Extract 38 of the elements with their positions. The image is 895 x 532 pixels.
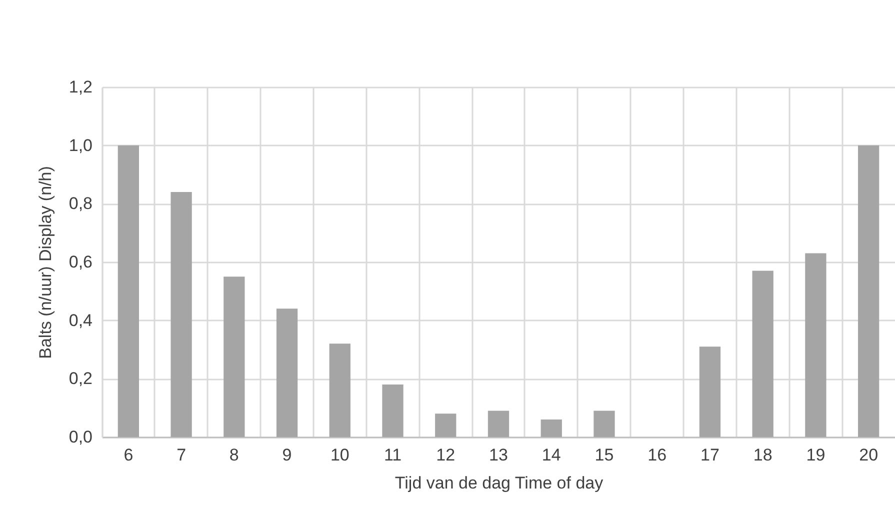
bar <box>858 145 880 437</box>
y-tick-label: 0,2 <box>68 369 92 388</box>
x-tick-label: 16 <box>648 446 667 464</box>
y-tick-label: 0,6 <box>68 252 92 272</box>
y-tick-label: 0,0 <box>68 428 92 446</box>
x-tick-label: 6 <box>124 446 134 464</box>
bar <box>752 270 774 437</box>
x-axis-title: Tijd van de dag Time of day <box>394 474 604 492</box>
y-tick-label: 1,2 <box>68 78 92 96</box>
y-tick-label: 0,8 <box>68 194 92 214</box>
bar <box>224 276 245 437</box>
x-tick-label: 13 <box>489 446 508 464</box>
bar <box>805 253 826 437</box>
bar <box>594 410 615 437</box>
x-tick-label: 14 <box>542 446 561 464</box>
bar <box>699 346 721 437</box>
y-tick-label: 0,4 <box>68 310 92 330</box>
bar <box>540 420 562 437</box>
x-tick-label: 8 <box>229 446 239 464</box>
x-tick-label: 12 <box>436 446 456 464</box>
x-tick-label: 17 <box>700 446 720 464</box>
x-tick-label: 11 <box>384 446 402 464</box>
x-tick-label: 15 <box>594 446 614 464</box>
bar <box>170 192 192 437</box>
bar <box>276 308 298 437</box>
bar <box>329 344 350 437</box>
x-tick-label: 9 <box>282 446 292 464</box>
x-tick-label: 19 <box>806 446 826 464</box>
y-axis-title: Balts (n/uur) Display (n/h) <box>36 166 55 359</box>
x-tick-label: 20 <box>859 446 878 464</box>
bar <box>435 414 456 437</box>
bar <box>488 410 510 437</box>
x-tick-label: 10 <box>330 446 350 464</box>
bar <box>382 384 404 437</box>
y-tick-label: 1,0 <box>68 136 92 155</box>
bar <box>118 145 140 437</box>
x-tick-label: 7 <box>176 446 186 464</box>
x-tick-label: 18 <box>753 446 772 464</box>
